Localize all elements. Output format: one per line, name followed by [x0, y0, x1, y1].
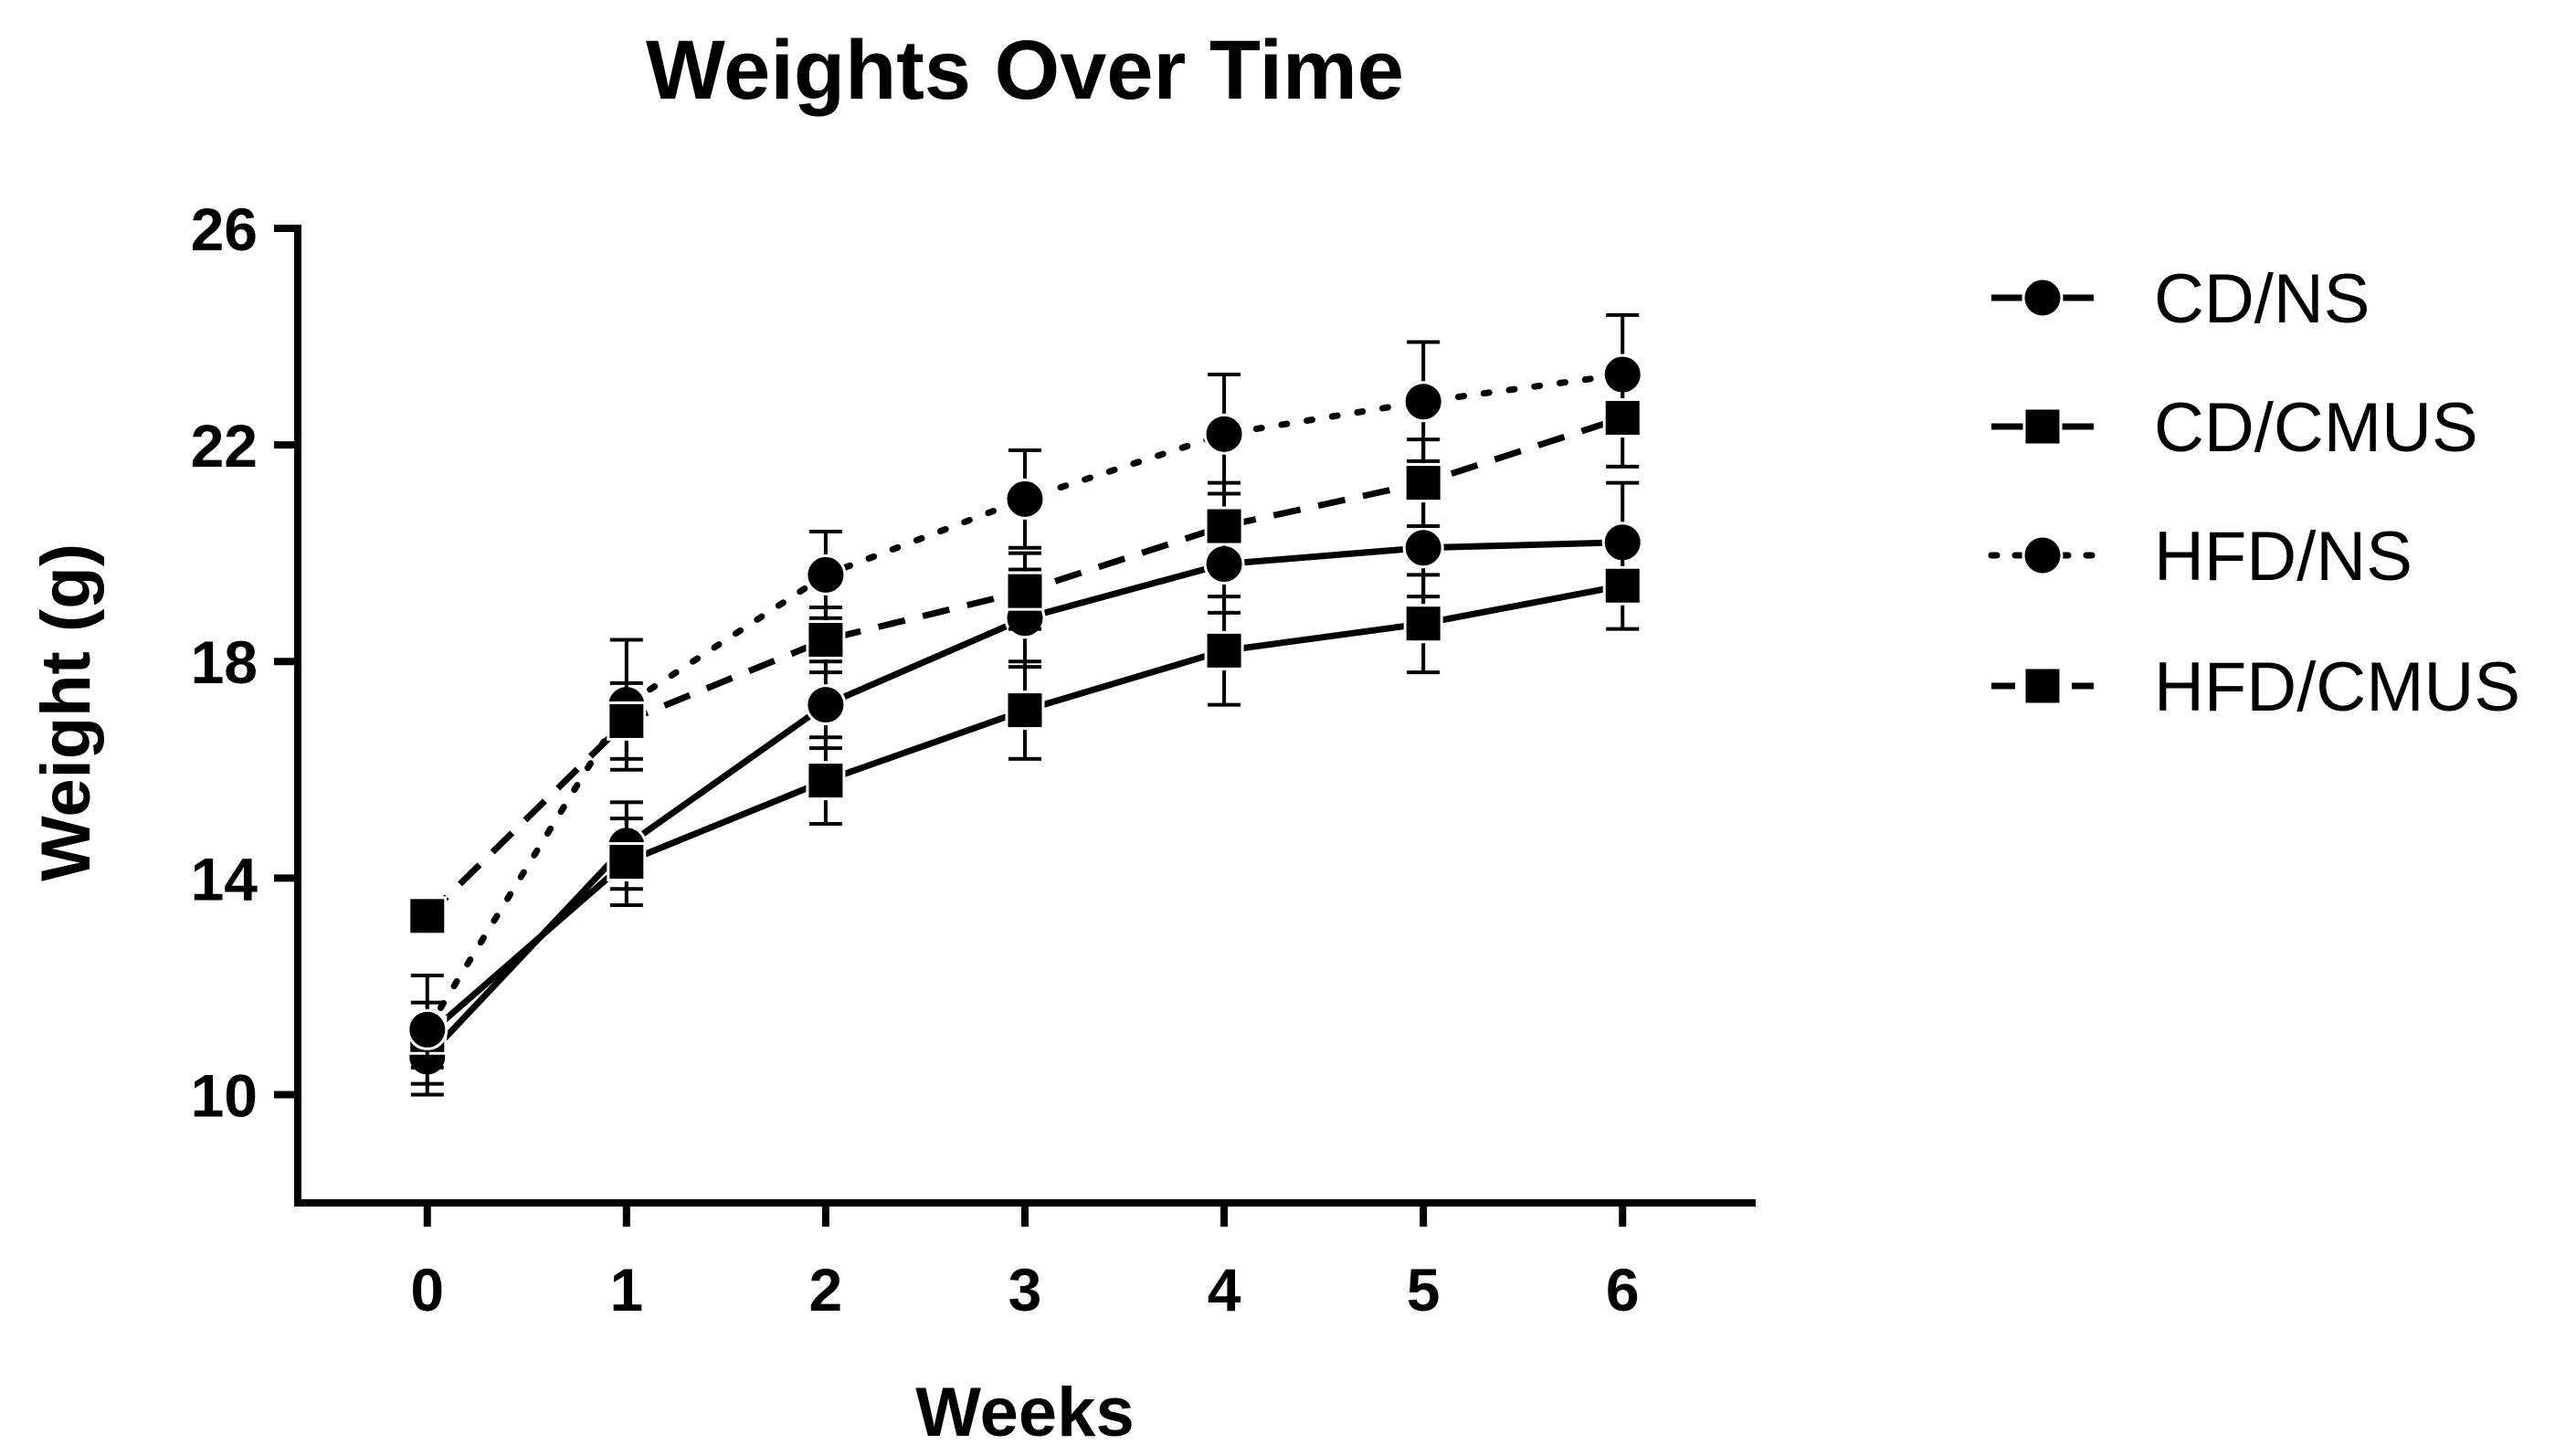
- y-tick-label: 18: [191, 628, 258, 696]
- data-point: [806, 761, 846, 801]
- legend-marker: [2022, 534, 2064, 576]
- x-tick-label: 5: [1407, 1256, 1441, 1323]
- x-axis-title: Weeks: [915, 1374, 1134, 1450]
- data-point: [607, 701, 647, 741]
- data-point: [1402, 527, 1444, 569]
- legend-item: HFD/CMUS: [1991, 648, 2520, 726]
- data-point: [1004, 478, 1046, 520]
- y-tick-label: 14: [191, 845, 259, 912]
- data-point: [1402, 381, 1444, 423]
- legend-label: HFD/NS: [2154, 518, 2412, 596]
- series-cd-cmus: [407, 540, 1642, 1070]
- data-point: [407, 896, 448, 936]
- legend-marker: [2022, 277, 2064, 319]
- y-tick-label: 22: [191, 412, 258, 480]
- legend-label: CD/NS: [2154, 260, 2370, 338]
- x-tick-label: 1: [609, 1256, 643, 1323]
- data-point: [805, 684, 847, 726]
- legend-item: HFD/NS: [1988, 518, 2412, 596]
- data-point: [607, 842, 647, 882]
- data-point: [1602, 565, 1642, 606]
- legend-marker: [2022, 666, 2063, 706]
- data-point: [1403, 463, 1443, 503]
- data-point: [806, 620, 846, 660]
- axes: 10 14 18 22 26 0 1 2 3 4 5 6: [191, 195, 1756, 1323]
- legend: CD/NS CD/CMUS HFD/NS HFD/CMUS: [1988, 260, 2520, 726]
- legend-item: CD/NS: [1991, 260, 2370, 338]
- data-point: [1005, 571, 1045, 611]
- y-axis-title: Weight (g): [27, 543, 105, 881]
- x-tick-label: 6: [1606, 1256, 1640, 1323]
- x-tick-label: 3: [1008, 1256, 1042, 1323]
- legend-item: CD/CMUS: [1991, 389, 2478, 467]
- data-point: [406, 1008, 449, 1050]
- y-tick-label: 10: [191, 1061, 258, 1129]
- series-layer: [406, 312, 1643, 1097]
- legend-label: CD/CMUS: [2154, 389, 2478, 467]
- x-tick-label: 4: [1208, 1256, 1241, 1323]
- data-point: [1602, 397, 1642, 438]
- x-tick-label: 2: [809, 1256, 843, 1323]
- x-tick-label: 0: [410, 1256, 444, 1323]
- data-point: [1204, 506, 1244, 546]
- data-point: [1204, 630, 1244, 670]
- data-point: [1203, 413, 1245, 455]
- legend-label: HFD/CMUS: [2154, 648, 2520, 726]
- data-point: [1005, 691, 1045, 731]
- legend-marker: [2022, 406, 2063, 447]
- y-tick-label: 26: [191, 195, 258, 263]
- data-point: [1403, 604, 1443, 644]
- series-hfd-cmus: [407, 367, 1642, 936]
- data-point: [805, 554, 847, 596]
- chart-title: Weights Over Time: [646, 24, 1404, 117]
